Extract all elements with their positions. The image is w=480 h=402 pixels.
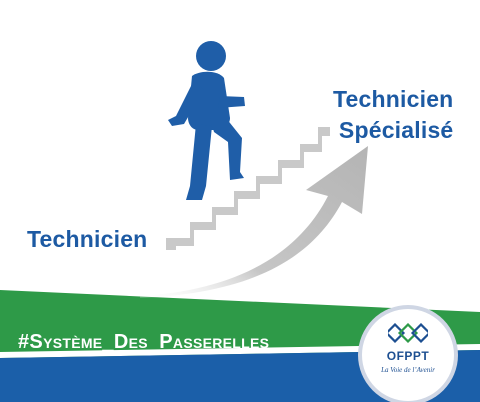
curved-arrow-up-icon xyxy=(140,146,368,298)
ofppt-logo: OFPPT La Voie de l’Avenir xyxy=(362,309,454,401)
logo-name: OFPPT xyxy=(386,349,430,363)
person-climbing-stairs-icon xyxy=(168,41,245,200)
band-separator xyxy=(0,344,480,358)
start-level-label: Technicien xyxy=(27,226,148,252)
goal-level-label: Technicien Spécialisé xyxy=(333,84,453,146)
goal-level-line1: Technicien xyxy=(333,86,454,112)
logo-mark-icon xyxy=(388,323,428,344)
hashtag-banner-text: #Système_Des_Passerelles xyxy=(18,331,270,353)
blue-band xyxy=(0,350,480,402)
logo-tagline: La Voie de l’Avenir xyxy=(381,366,435,374)
goal-level-line2: Spécialisé xyxy=(338,117,454,143)
